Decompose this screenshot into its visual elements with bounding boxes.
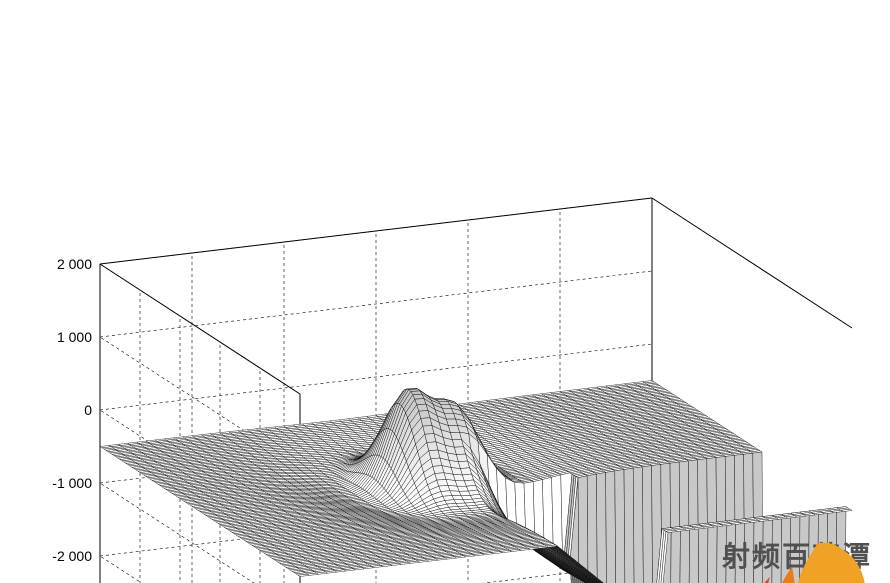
flame-back-icon	[797, 542, 865, 583]
axis-tick-label: -1 000	[52, 475, 92, 491]
axis-tick-label: -2 000	[52, 548, 92, 564]
axis-tick-label: 1 000	[57, 329, 92, 345]
axis-tick-label: 2 000	[57, 256, 92, 272]
watermark: 射频百花潭	[722, 539, 872, 575]
chart-3d-surface: -4 000-3 000-2 000-1 00001 0002 00002040…	[0, 0, 890, 583]
watermark-logo	[722, 539, 890, 583]
axis-tick-label: 0	[84, 402, 92, 418]
